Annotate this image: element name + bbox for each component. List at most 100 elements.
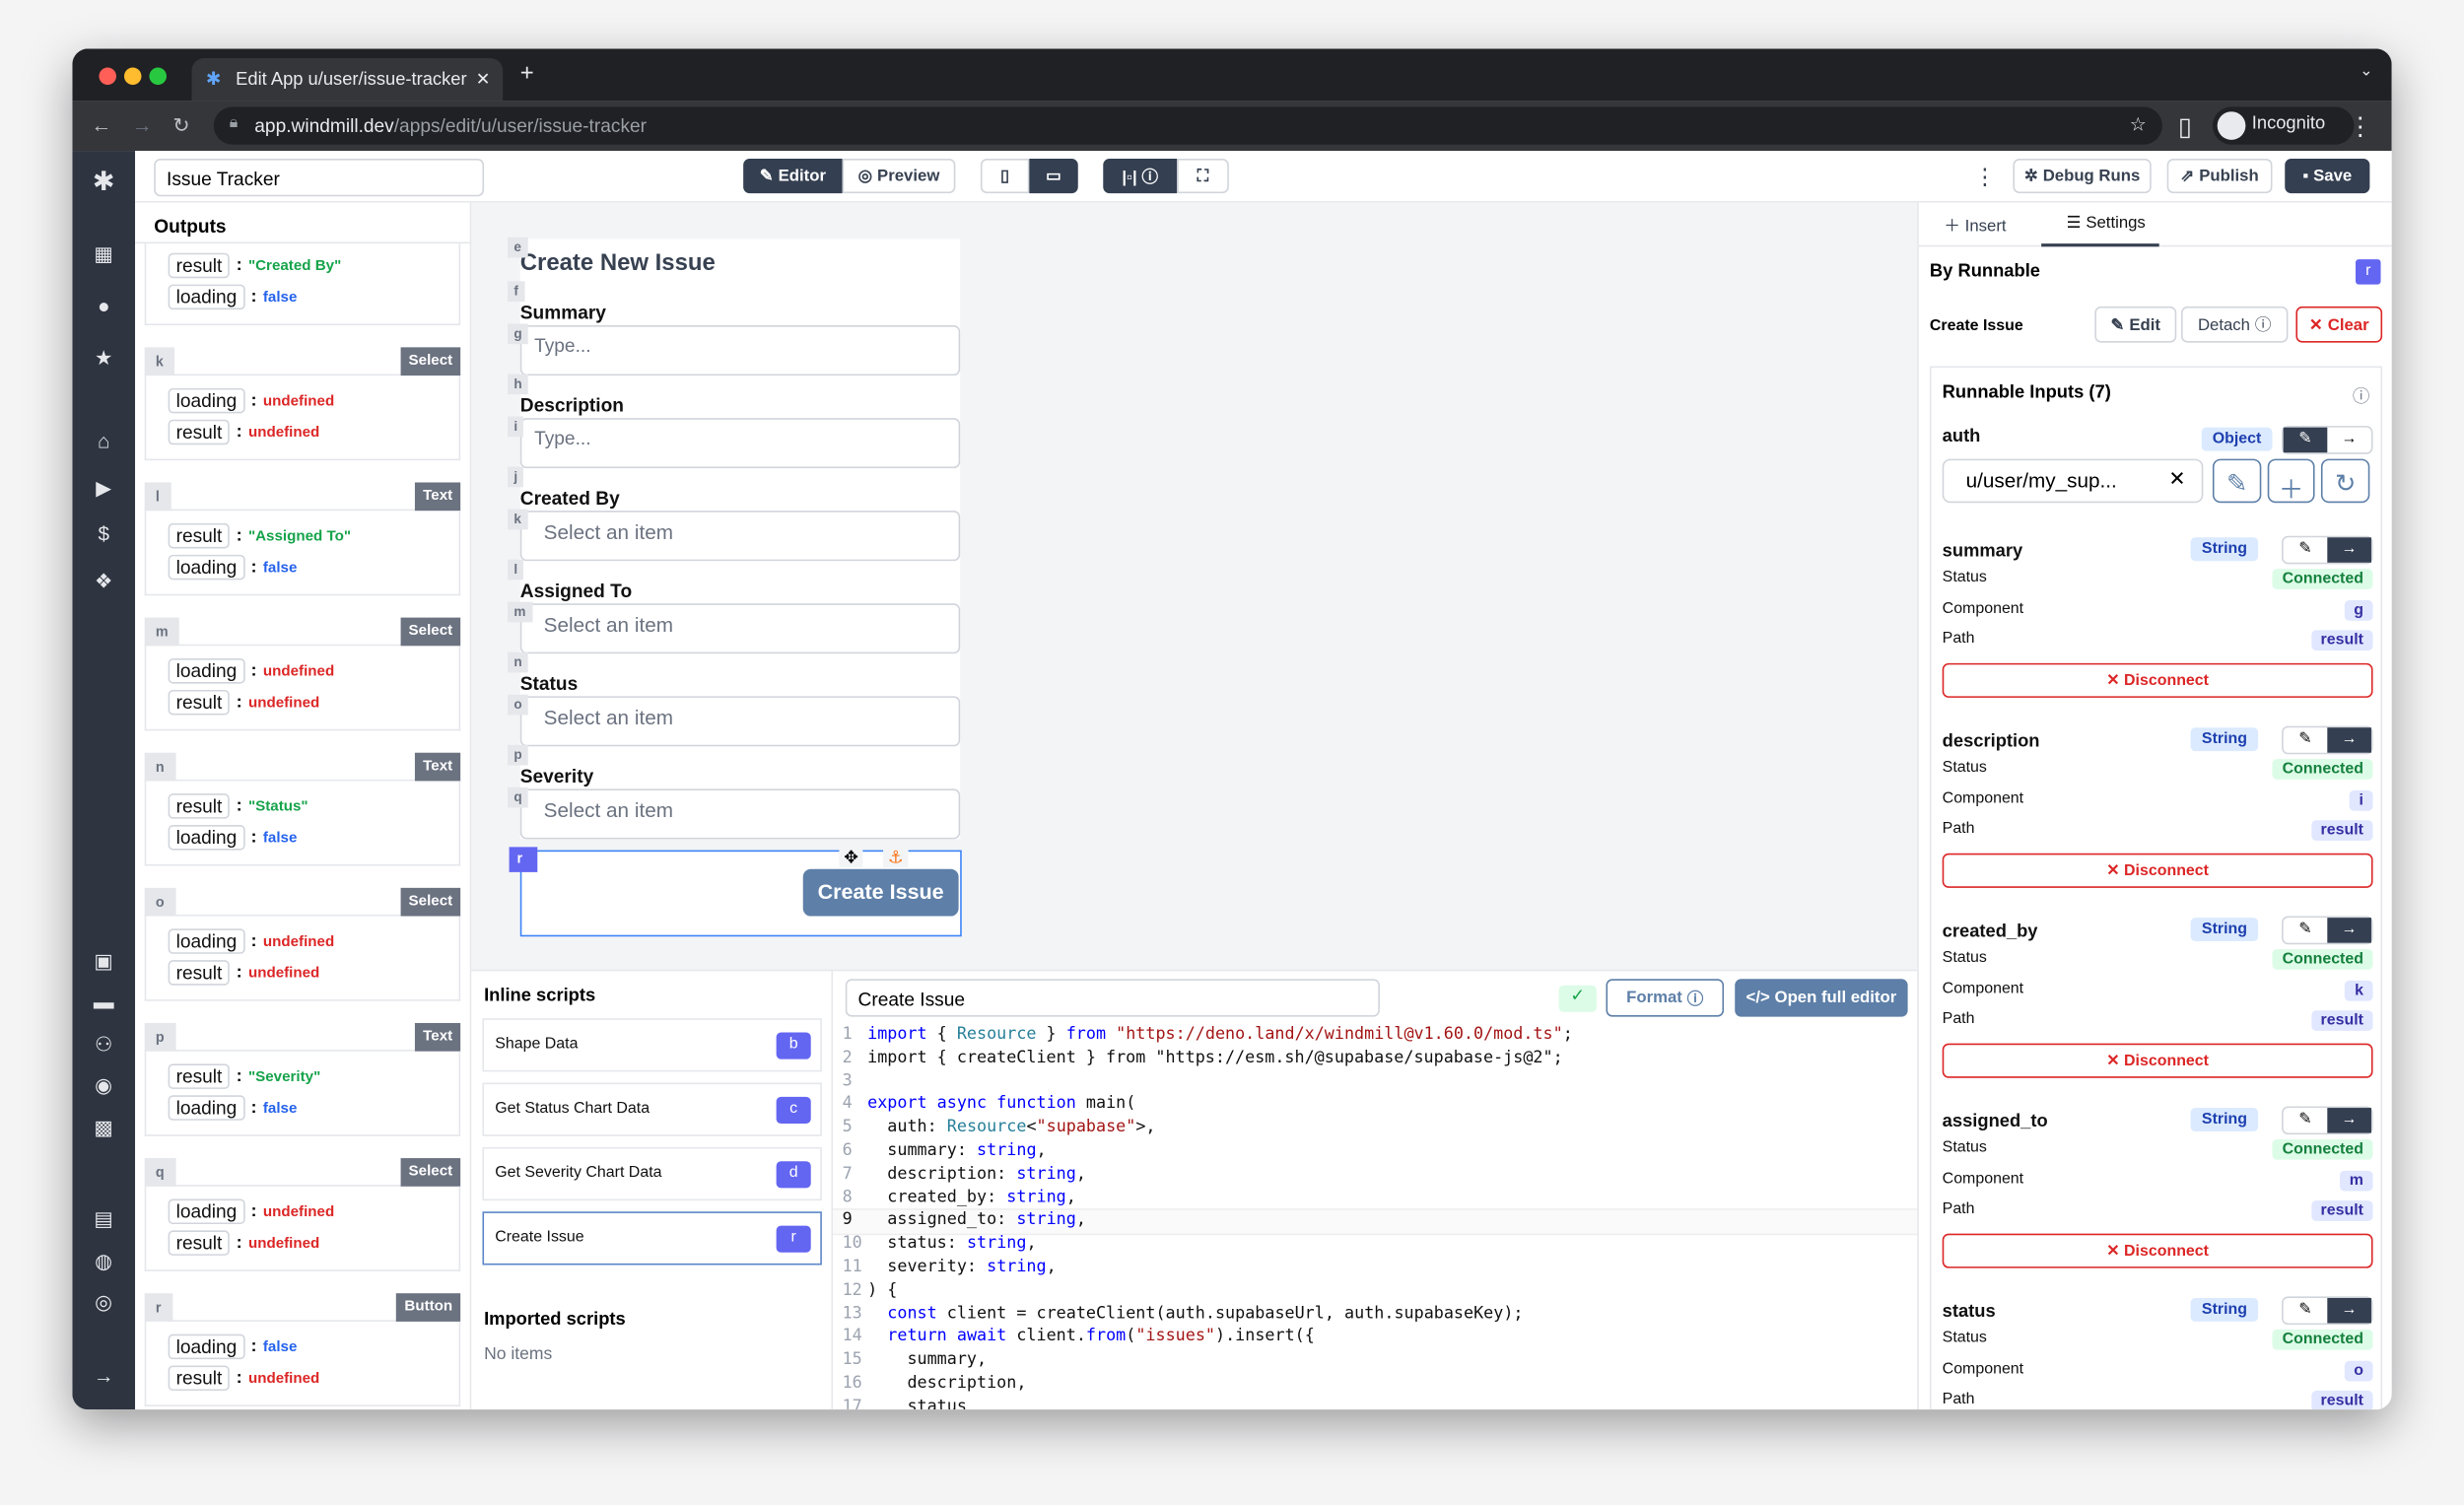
inline-script-item[interactable]: Get Status Chart Data c <box>482 1082 822 1136</box>
form-input[interactable]: i Type... <box>507 416 961 469</box>
fullscreen-button[interactable]: ⛶ <box>1177 159 1229 194</box>
select-placeholder[interactable]: Select an item <box>519 511 961 562</box>
output-key[interactable]: result <box>168 419 231 445</box>
boxes-icon[interactable]: ❖ <box>94 569 113 593</box>
output-key[interactable]: loading <box>168 387 245 414</box>
form-select[interactable]: o Select an item <box>507 694 961 747</box>
pencil-icon[interactable]: ✎ <box>2298 1301 2312 1319</box>
component-id-badge[interactable]: j <box>507 466 524 488</box>
edit-runnable-button[interactable]: ✎ Edit <box>2094 306 2177 343</box>
pencil-icon[interactable]: ✎ <box>2298 540 2312 559</box>
pencil-icon[interactable]: ✎ <box>2298 921 2312 938</box>
static-connect-toggle[interactable]: ✎ → <box>2282 916 2373 945</box>
select-placeholder[interactable]: Select an item <box>519 603 961 654</box>
refresh-resource-button[interactable]: ↻ <box>2320 458 2370 504</box>
side-panel-icon[interactable]: ▯ <box>2177 114 2192 142</box>
output-group-header[interactable]: q Select <box>144 1158 461 1187</box>
output-key[interactable]: loading <box>168 658 245 684</box>
output-key[interactable]: loading <box>168 554 245 581</box>
form-select[interactable]: m Select an item <box>507 601 961 654</box>
app-name-input[interactable]: Issue Tracker <box>154 159 485 197</box>
inline-script-item[interactable]: Create Issue r <box>482 1211 822 1266</box>
resource-picker[interactable]: u/user/my_sup... ✕ <box>1942 458 2204 504</box>
play-icon[interactable]: ▶ <box>96 476 112 501</box>
clear-resource-icon[interactable]: ✕ <box>2168 466 2186 491</box>
output-key[interactable]: result <box>168 793 231 819</box>
user-icon[interactable]: ● <box>97 294 110 318</box>
url-field[interactable]: 🔒︎ app.windmill.dev/apps/edit/u/user/iss… <box>213 106 2162 145</box>
arrow-right-icon[interactable]: → <box>2327 727 2371 753</box>
incognito-profile[interactable]: Incognito <box>2212 106 2355 145</box>
output-key[interactable]: loading <box>168 825 245 851</box>
output-key[interactable]: loading <box>168 1334 245 1360</box>
disconnect-button[interactable]: ✕ Disconnect <box>1942 1043 2373 1078</box>
arrow-right-icon[interactable]: → <box>2327 537 2371 563</box>
component-id-badge[interactable]: p <box>507 744 529 766</box>
output-group-header[interactable]: n Text <box>144 752 461 782</box>
publish-button[interactable]: ⇗ Publish <box>2166 159 2273 194</box>
output-key[interactable]: result <box>168 1063 231 1089</box>
text-input-placeholder[interactable]: Type... <box>519 418 961 469</box>
browser-menu-icon[interactable]: ⋮ <box>2348 114 2373 142</box>
output-key[interactable]: loading <box>168 284 245 310</box>
script-name-input[interactable]: Create Issue <box>845 979 1380 1017</box>
pencil-icon[interactable]: ✎ <box>2283 427 2328 453</box>
users-icon[interactable]: ⚇ <box>94 1032 113 1057</box>
dollar-icon[interactable]: $ <box>98 521 109 546</box>
component-id-badge[interactable]: i <box>507 416 524 438</box>
output-group-header[interactable]: o Select <box>144 887 461 917</box>
mobile-view-button[interactable]: ▯ <box>980 159 1030 194</box>
output-key[interactable]: result <box>168 960 231 986</box>
static-connect-toggle[interactable]: ✎ → <box>2282 725 2373 755</box>
windmill-logo-icon[interactable]: ✱ <box>92 167 115 197</box>
debug-runs-button[interactable]: ✲ Debug Runs <box>2013 159 2152 194</box>
move-handle-icon[interactable]: ✥ <box>839 847 863 868</box>
reload-icon[interactable]: ↻ <box>172 112 190 137</box>
output-group-header[interactable]: p Text <box>144 1022 461 1052</box>
minimize-window-button[interactable] <box>123 67 142 86</box>
code-editor[interactable]: 1 import { Resource } from "https://deno.… <box>833 1025 1918 1409</box>
component-id-badge[interactable]: m <box>507 601 532 623</box>
close-tab-icon[interactable]: ✕ <box>475 70 491 90</box>
component-id-badge[interactable]: l <box>507 559 524 581</box>
component-id-badge[interactable]: g <box>507 323 529 345</box>
tab-list-chevron-icon[interactable]: ⌄ <box>2360 62 2373 81</box>
editor-mode-button[interactable]: ✎ Editor <box>743 159 843 194</box>
arrow-right-icon[interactable]: → <box>2327 1108 2371 1133</box>
new-tab-button[interactable]: + <box>519 59 534 87</box>
component-id-badge[interactable]: k <box>507 509 528 530</box>
more-menu-icon[interactable]: ⋮ <box>1973 163 1996 189</box>
tab-insert[interactable]: ＋ Insert <box>1944 214 2006 238</box>
folder-icon[interactable]: ▬ <box>93 990 114 1014</box>
output-group-header[interactable]: r Button <box>144 1293 461 1322</box>
arrow-right-icon[interactable]: → <box>2327 918 2371 943</box>
component-id-badge[interactable]: o <box>507 694 529 716</box>
text-input-placeholder[interactable]: Type... <box>519 325 961 376</box>
output-key[interactable]: loading <box>168 928 245 954</box>
detach-button[interactable]: Detach ⓘ <box>2181 306 2289 343</box>
arrow-right-icon[interactable]: → <box>2327 1297 2371 1324</box>
save-button[interactable]: ▪ Save <box>2285 159 2370 194</box>
button-component-container[interactable]: r ✥ ⚓︎ Create Issue <box>509 847 962 937</box>
create-issue-button[interactable]: Create Issue <box>802 868 959 917</box>
back-icon[interactable]: ← <box>91 112 112 137</box>
github-icon[interactable]: ◎ <box>95 1290 113 1314</box>
preview-mode-button[interactable]: ◎ Preview <box>842 159 956 194</box>
component-id-badge[interactable]: n <box>507 651 529 673</box>
output-key[interactable]: result <box>168 1230 231 1256</box>
expand-sidebar-icon[interactable]: → <box>93 1363 114 1388</box>
desktop-view-button[interactable]: ▭ <box>1029 159 1078 194</box>
bot-icon[interactable]: ▩ <box>94 1116 114 1139</box>
browser-tab[interactable]: ✱ Edit App u/user/issue-tracker ✕ <box>191 57 504 102</box>
add-resource-button[interactable]: ＋ <box>2267 458 2315 505</box>
home-icon[interactable]: ⌂ <box>97 429 110 453</box>
output-group-header[interactable]: m Select <box>144 617 461 647</box>
disconnect-button[interactable]: ✕ Disconnect <box>1942 853 2373 888</box>
disconnect-button[interactable]: ✕ Disconnect <box>1942 662 2373 698</box>
open-full-editor-button[interactable]: </> Open full editor <box>1735 979 1908 1017</box>
format-button[interactable]: Format ⓘ <box>1606 979 1725 1017</box>
form-input[interactable]: g Type... <box>507 323 961 376</box>
output-key[interactable]: result <box>168 1365 231 1392</box>
component-id-badge[interactable]: f <box>507 281 525 303</box>
output-group-header[interactable]: k Select <box>144 347 461 376</box>
